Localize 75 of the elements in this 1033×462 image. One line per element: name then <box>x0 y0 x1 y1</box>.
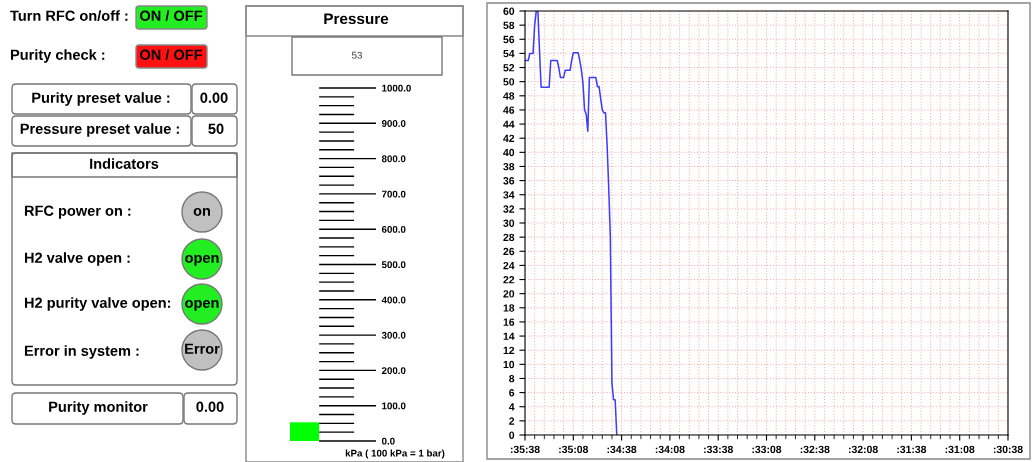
y-tick-label: 400.0 <box>381 296 406 304</box>
text: 53 <box>351 51 362 59</box>
y-tick-label: 200.0 <box>381 367 406 375</box>
y-tick-label: 48 <box>503 92 515 100</box>
text: Error in system : <box>24 345 139 359</box>
y-tick-label: 52 <box>503 64 515 72</box>
y-tick-label: 20 <box>503 290 515 298</box>
y-tick-label: 40 <box>503 148 515 157</box>
text: Purity check : <box>10 49 105 63</box>
y-tick-label: 0 <box>509 431 515 439</box>
y-tick-label: 600.0 <box>381 225 406 233</box>
text: H2 purity valve open: <box>24 297 171 311</box>
x-tick-label: :32:08 <box>849 445 878 454</box>
text: on <box>193 207 211 216</box>
y-tick-label: 50 <box>503 78 515 86</box>
text: Indicators <box>90 158 159 169</box>
y-tick-label: 1000.0 <box>382 84 411 92</box>
y-tick-label: 38 <box>503 162 515 171</box>
y-tick-label: 30 <box>503 219 515 227</box>
x-tick-label: :33:08 <box>752 445 782 454</box>
y-tick-label: 800.0 <box>381 155 406 163</box>
y-tick-label: 700.0 <box>381 190 406 198</box>
y-tick-label: 300.0 <box>381 331 406 339</box>
y-tick-label: 4 <box>508 403 515 411</box>
text: open <box>185 299 219 311</box>
y-tick-label: 16 <box>503 318 515 326</box>
text: RFC power on : <box>24 205 131 219</box>
x-tick-label: :35:38 <box>510 445 540 454</box>
x-tick-label: :31:38 <box>897 445 927 454</box>
y-tick-label: 14 <box>503 332 515 340</box>
y-tick-label: 22 <box>503 276 515 284</box>
y-tick-label: 18 <box>503 304 515 312</box>
text: Error <box>185 343 220 354</box>
x-axis-title: kPa ( 100 kPa = 1 bar) <box>345 449 445 459</box>
text: Purity preset value : <box>32 92 170 106</box>
text: ON / OFF <box>140 10 203 22</box>
text: 50 <box>208 123 224 134</box>
y-tick-label: 2 <box>509 417 515 425</box>
y-tick-label: 36 <box>503 177 515 185</box>
x-tick-label: :34:08 <box>655 445 685 454</box>
x-tick-label: :32:38 <box>800 445 830 454</box>
y-tick-label: 900.0 <box>381 120 406 127</box>
y-tick-label: 24 <box>503 261 515 270</box>
y-tick-label: 54 <box>503 50 515 58</box>
y-tick-label: 6 <box>509 389 515 397</box>
y-tick-label: 100.0 <box>382 402 406 410</box>
x-tick-label: :30:38 <box>993 445 1023 454</box>
text: Purity monitor <box>49 401 148 415</box>
y-tick-label: 500.0 <box>381 261 406 269</box>
text: 0.00 <box>196 401 224 412</box>
chart-title: Pressure <box>324 13 389 25</box>
x-tick-label: :34:38 <box>607 445 637 454</box>
y-tick-label: 26 <box>503 247 515 256</box>
x-tick-label: :35:08 <box>559 445 589 454</box>
x-tick-label: :31:08 <box>945 445 975 454</box>
y-tick-label: 28 <box>503 233 515 242</box>
text: Pressure preset value : <box>20 123 179 137</box>
y-tick-label: 34 <box>503 191 515 199</box>
y-tick-label: 56 <box>503 35 515 44</box>
y-tick-label: 44 <box>503 120 515 128</box>
y-tick-label: 42 <box>503 134 515 142</box>
y-tick-label: 8 <box>509 374 515 383</box>
x-tick-label: :33:38 <box>704 445 733 454</box>
y-tick-label: 10 <box>503 360 515 369</box>
text: open <box>185 254 219 266</box>
text: H2 valve open : <box>24 252 130 266</box>
text: 0.00 <box>200 92 228 103</box>
y-tick-label: 60 <box>503 7 515 15</box>
y-tick-label: 12 <box>503 346 515 354</box>
y-tick-label: 32 <box>503 205 515 213</box>
text: ON / OFF <box>140 49 203 61</box>
text: Turn RFC on/off : <box>10 10 128 22</box>
y-tick-label: 0.0 <box>381 437 395 445</box>
y-tick-label: 58 <box>503 21 515 30</box>
y-tick-label: 46 <box>503 106 515 114</box>
